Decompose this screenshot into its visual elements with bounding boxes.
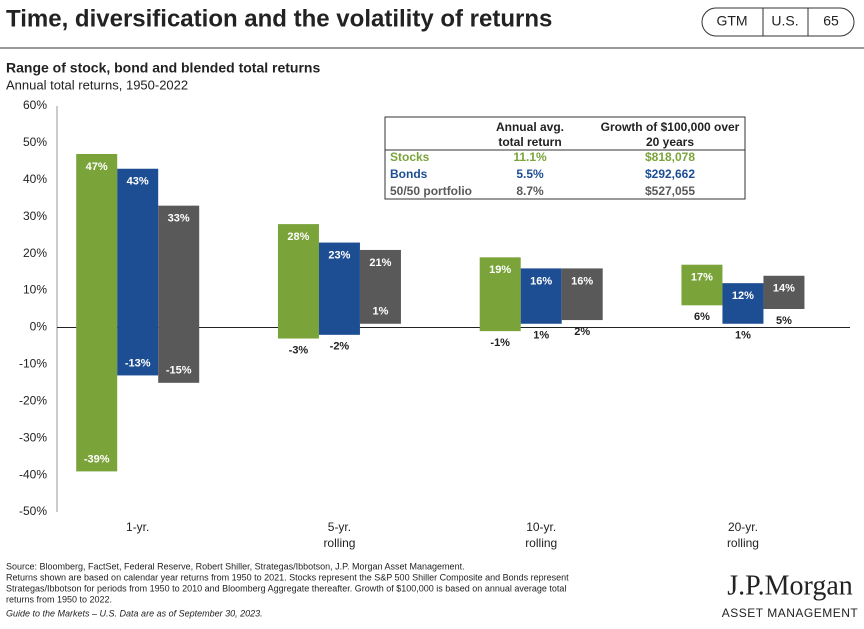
x-tick-label: 1-yr. [126,520,149,534]
table-header: total return [498,135,561,149]
table-header: Growth of $100,000 over [601,120,740,134]
x-tick-label: rolling [727,536,759,550]
high-label: 47% [86,161,108,173]
high-label: 16% [571,275,593,287]
x-tick-label: rolling [323,536,355,550]
footnote: Strategas/Ibbotson for periods from 1950… [6,583,566,593]
chart-title: Range of stock, bond and blended total r… [6,60,320,76]
y-tick-label: 30% [23,209,47,223]
x-tick-label: 10-yr. [526,520,556,534]
footnote: Returns shown are based on calendar year… [6,572,569,582]
range-bar [520,268,562,324]
y-tick-label: 20% [23,246,47,260]
footnote: Guide to the Markets – U.S. Data are as … [6,608,263,618]
table-row-name: Bonds [390,167,428,181]
range-bar [117,168,159,376]
range-bar [681,264,723,306]
x-tick-label: 20-yr. [728,520,758,534]
low-label: 1% [735,330,751,342]
high-label: 17% [691,272,713,284]
x-tick-label: 5-yr. [328,520,351,534]
table-frame [384,116,746,200]
x-tick-label: rolling [525,536,557,550]
badge: GTM [716,13,747,29]
page-title: Time, diversification and the volatility… [6,5,552,32]
range-bar [277,224,319,339]
high-label: 19% [489,264,511,276]
high-label: 43% [127,176,149,188]
y-tick-label: -50% [19,504,47,518]
table-header: Annual avg. [496,120,564,134]
high-label: 12% [732,290,754,302]
table-cell: $527,055 [645,184,695,198]
table-cell: 11.1% [513,150,547,164]
badge: 65 [823,13,839,29]
low-label: -1% [490,337,510,349]
y-tick-label: -10% [19,357,47,371]
table-row-name: Stocks [390,150,430,164]
low-label: 2% [574,326,590,338]
low-label: 5% [776,315,792,327]
range-bar [359,249,401,324]
high-label: 14% [773,283,795,295]
table-cell: 5.5% [516,167,544,181]
range-bar [722,283,764,324]
low-label: -2% [330,341,350,353]
table-row-name: 50/50 portfolio [390,184,472,198]
chart-subtitle: Annual total returns, 1950-2022 [6,77,188,92]
range-bar [479,257,521,332]
range-bar [318,242,360,335]
low-label: 6% [694,311,710,323]
y-tick-label: -20% [19,393,47,407]
range-bar [76,153,118,472]
low-label: -13% [125,357,151,369]
range-bar [763,275,805,309]
badge-frame [701,7,855,37]
high-label: 21% [369,257,391,269]
badge: U.S. [771,13,798,29]
logo: J.P.Morgan [727,570,853,601]
low-label: -39% [84,453,110,465]
footnote: returns from 1950 to 2022. [6,594,112,604]
low-label: -15% [166,365,192,377]
footnote: Source: Bloomberg, FactSet, Federal Rese… [6,561,465,571]
y-tick-label: 10% [23,283,47,297]
table-cell: $818,078 [645,150,695,164]
low-label: 1% [533,330,549,342]
low-label: 1% [372,306,388,318]
high-label: 16% [530,275,552,287]
range-bar [158,205,200,383]
low-label: -3% [289,344,309,356]
y-tick-label: 60% [23,98,47,112]
high-label: 33% [168,213,190,225]
table-header: 20 years [646,135,694,149]
high-label: 23% [328,249,350,261]
y-tick-label: -30% [19,430,47,444]
y-tick-label: 50% [23,135,47,149]
y-tick-label: 0% [30,320,48,334]
y-tick-label: -40% [19,467,47,481]
y-tick-label: 40% [23,172,47,186]
table-cell: 8.7% [516,184,544,198]
range-bar [561,268,603,321]
table-cell: $292,662 [645,167,695,181]
high-label: 28% [287,231,309,243]
logo-sub: ASSET MANAGEMENT [722,606,859,620]
